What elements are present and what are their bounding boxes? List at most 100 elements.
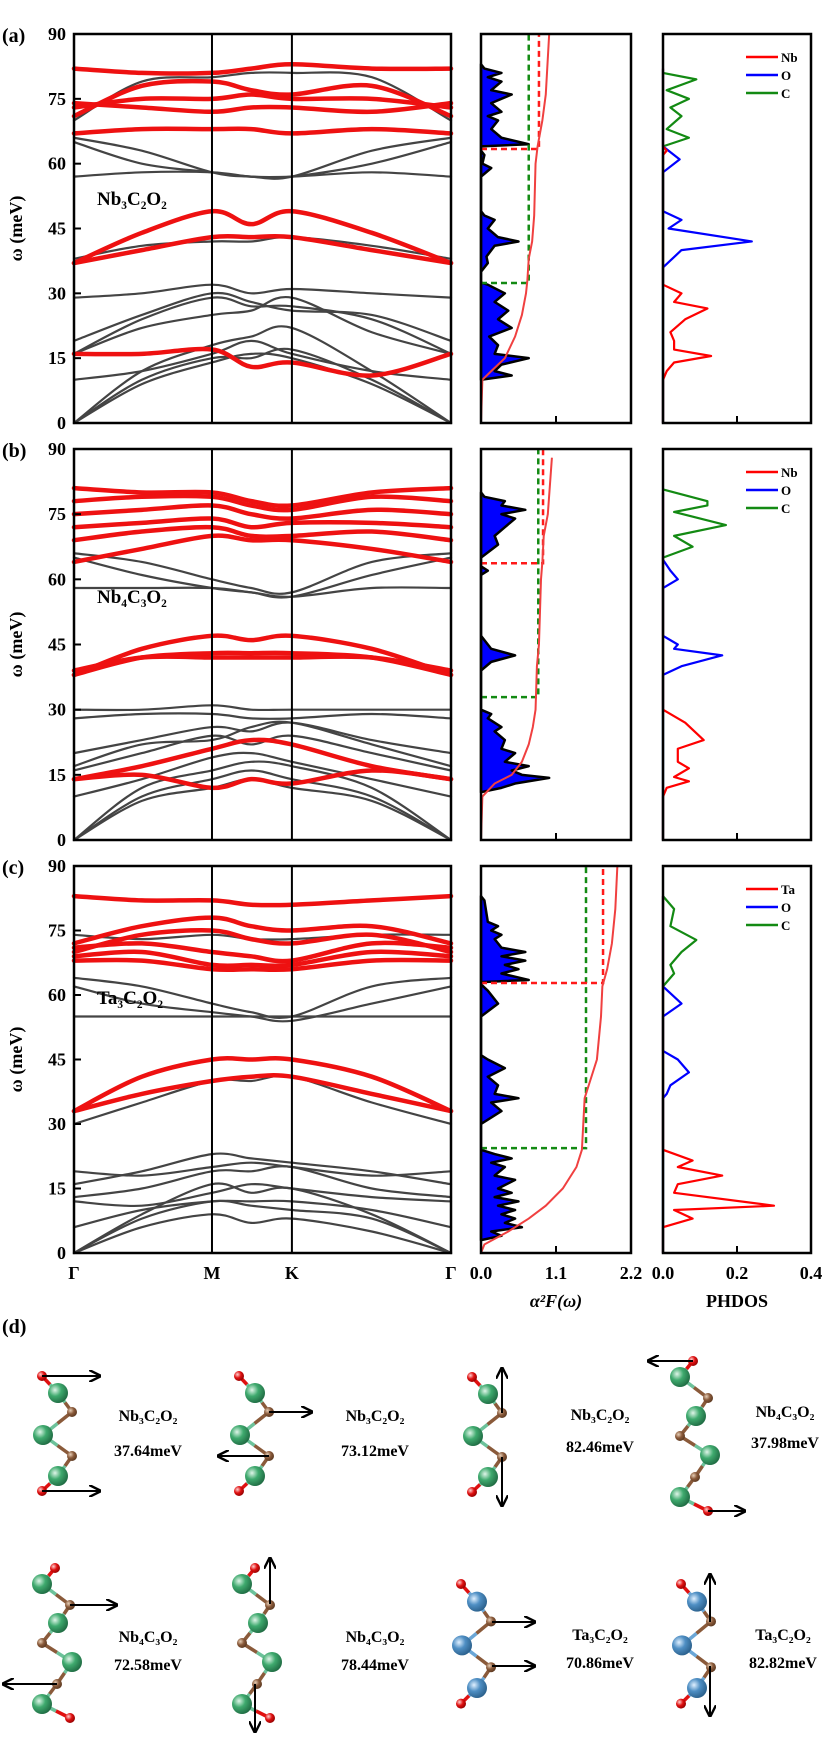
phonon-band	[72, 751, 453, 798]
vibration-mode-3: Nb₃C₂O₂ 82.46meV	[463, 1368, 634, 1506]
phonon-band-highlighted	[71, 654, 454, 673]
y-tick-label: 60	[48, 569, 66, 589]
atom-o	[250, 1563, 260, 1573]
y-tick-label: 0	[57, 1243, 66, 1263]
y-tick-label: 15	[48, 348, 66, 368]
phonon-band-highlighted	[71, 893, 454, 908]
atom-nb	[62, 1652, 82, 1672]
mode-energy: 73.12meV	[341, 1443, 409, 1460]
atom-c	[37, 1638, 47, 1648]
k-point-label: Γ	[445, 1263, 456, 1283]
y-tick-label: 60	[48, 154, 66, 174]
y-tick-label: 30	[48, 1114, 66, 1134]
atom-o	[65, 1713, 75, 1723]
y-tick-label: 45	[48, 219, 66, 239]
atom-c	[67, 1451, 77, 1461]
mode-energy: 82.46meV	[566, 1439, 634, 1456]
panel-label: (a)	[2, 25, 25, 47]
atom-nb	[32, 1694, 52, 1714]
vibration-mode-6: Nb₄C₃O₂ 78.44meV	[232, 1558, 409, 1732]
y-axis-title: ω (meV)	[6, 196, 27, 262]
phdos-legend: Nb OC	[746, 50, 798, 101]
x-tick-label: 0.0	[652, 1263, 675, 1283]
phdos-series-o	[661, 68, 753, 423]
atom-nb	[232, 1694, 252, 1714]
band-structure-plot: 0 15 30 45 60 75 90 Ta₃C₂O₂ Γ M K Γ	[48, 856, 457, 1283]
vibration-modes: (d)Nb₃C₂O₂37.64meVNb₃C₂O₂73.12meVNb₃C₂O₂…	[2, 1316, 819, 1732]
phonon-band	[72, 1161, 453, 1177]
phonon-band-highlighted	[71, 633, 454, 678]
cumulative-lambda-curve	[480, 457, 553, 841]
band-structure-plot: 0 15 30 45 60 75 90 Nb₄C₃O₂	[48, 439, 454, 850]
a2f-axis-title: α²F(ω)	[530, 1291, 582, 1312]
phonon-band-highlighted	[71, 62, 454, 76]
phonon-band	[72, 296, 453, 355]
atom-c	[675, 1431, 685, 1441]
legend-label: Nb	[781, 50, 798, 65]
atom-ta	[687, 1678, 707, 1698]
panel-c: (c) ω (meV) 0 15 30 45 60 75 90 Ta₃C₂O₂ Γ M K Γ 0.0 1.1…	[2, 856, 822, 1312]
phonon-band-highlighted	[71, 928, 454, 955]
vibration-mode-2: Nb₃C₂O₂ 73.12meV	[218, 1371, 409, 1496]
mode-energy: 78.44meV	[341, 1657, 409, 1674]
phonon-band	[72, 295, 453, 355]
partial-lambda-marker	[481, 34, 530, 285]
y-tick-label: 75	[48, 89, 66, 109]
atom-o	[467, 1487, 477, 1497]
eliashberg-plot	[479, 447, 633, 842]
phdos-plot: Ta OC 0.0 0.2 0.4 PHDOS	[652, 864, 823, 1311]
legend-label: C	[781, 501, 790, 516]
y-tick-label: 75	[48, 921, 66, 941]
mode-energy: 37.64meV	[114, 1443, 182, 1460]
atom-nb	[33, 1425, 53, 1445]
atom-nb	[48, 1466, 68, 1486]
k-point-label: Γ	[68, 1263, 79, 1283]
k-point-label: K	[285, 1263, 299, 1283]
material-label: Nb₄C₃O₂	[97, 587, 167, 608]
legend-label: O	[781, 483, 791, 498]
mode-formula: Nb₃C₂O₂	[119, 1408, 178, 1425]
legend-label: O	[781, 68, 791, 83]
phonon-band	[72, 1074, 453, 1126]
atom-c	[67, 1407, 77, 1417]
a2f-spectrum	[479, 894, 530, 1242]
mode-energy: 72.58meV	[114, 1657, 182, 1674]
mode-energy: 37.98meV	[751, 1435, 819, 1452]
panel-label: (c)	[2, 857, 24, 879]
atom-nb	[48, 1613, 68, 1633]
atom-c	[237, 1638, 247, 1648]
legend-label: C	[781, 918, 790, 933]
partial-lambda-marker	[481, 866, 588, 1150]
cumulative-lambda-curve	[480, 33, 551, 424]
phonon-band	[72, 291, 453, 342]
atom-nb	[670, 1367, 690, 1387]
partial-lambda-marker	[481, 449, 540, 699]
atom-o	[456, 1698, 466, 1709]
phonon-band-highlighted	[71, 503, 454, 521]
y-axis-title: ω (meV)	[6, 1027, 27, 1093]
atom-ta	[467, 1678, 487, 1698]
atom-nb	[262, 1652, 282, 1672]
atom-nb	[686, 1406, 706, 1426]
phdos-plot: Nb OC	[661, 447, 813, 842]
phonon-band-highlighted	[71, 940, 454, 964]
eliashberg-plot: 0.0 1.1 2.2 α²F(ω)	[470, 864, 642, 1312]
phonon-band-highlighted	[71, 737, 454, 782]
y-tick-label: 0	[57, 413, 66, 433]
phonon-band-highlighted	[71, 516, 454, 530]
a2f-spectrum	[479, 491, 551, 794]
x-tick-label: 0.4	[800, 1263, 823, 1283]
atom-o	[467, 1372, 477, 1382]
atom-o	[456, 1579, 466, 1589]
band-structure-plot: 0 15 30 45 60 75 90 Nb₃C₂O₂	[48, 24, 454, 433]
atom-c	[252, 1679, 262, 1689]
legend-label: Ta	[781, 882, 795, 897]
legend-label: C	[781, 86, 790, 101]
phonon-band	[72, 1199, 453, 1255]
phonon-band	[72, 235, 453, 260]
phonon-band-highlighted	[71, 346, 454, 378]
atom-ta	[467, 1591, 487, 1612]
material-label: Nb₃C₂O₂	[97, 189, 167, 210]
